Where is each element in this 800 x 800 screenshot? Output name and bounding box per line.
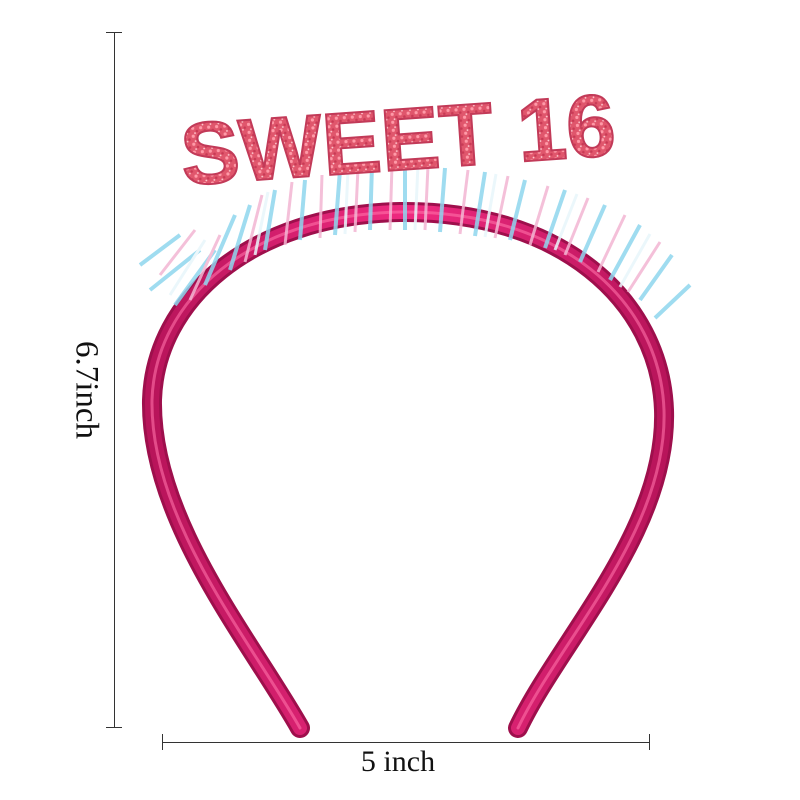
height-label: 6.7inch	[68, 340, 105, 440]
sweet-16-lettering: SWEET 16	[176, 74, 619, 205]
height-dimension-line	[114, 32, 115, 728]
height-dimension-cap-bottom	[106, 727, 122, 728]
width-label: 5 inch	[360, 745, 436, 778]
width-dimension-line	[162, 742, 650, 743]
headband	[141, 201, 675, 738]
tinsel-fringe	[138, 164, 692, 320]
width-dimension-cap-left	[162, 734, 163, 750]
svg-text:SWEET 16: SWEET 16	[177, 75, 618, 204]
height-dimension-cap-top	[106, 32, 122, 33]
width-dimension-cap-right	[649, 734, 650, 750]
